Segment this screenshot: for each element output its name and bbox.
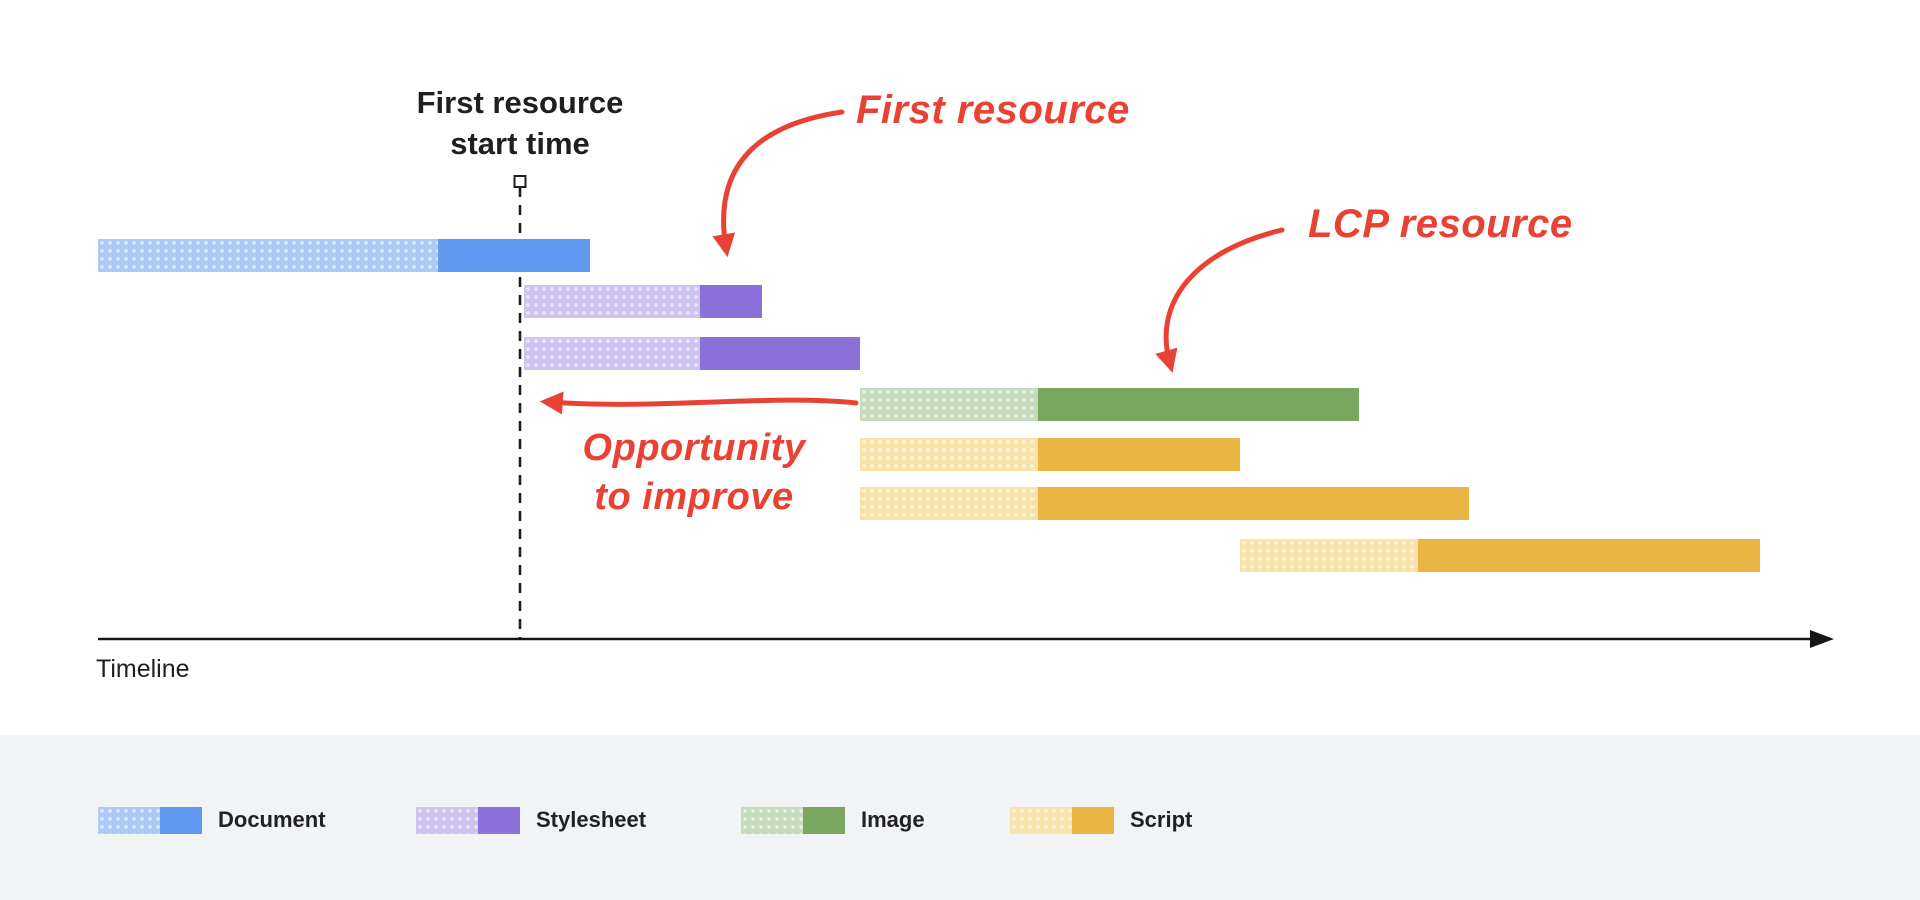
legend-swatch-image — [741, 806, 845, 834]
bar-segment-light — [524, 337, 700, 370]
annotation-first-resource: First resource — [856, 88, 1130, 132]
bar-segment-dark — [1038, 487, 1469, 520]
bar-script-row6 — [860, 487, 1469, 520]
marker-title-line2: start time — [450, 126, 590, 161]
legend-item-script: Script — [1010, 806, 1192, 834]
legend-item-stylesheet: Stylesheet — [416, 806, 646, 834]
bar-segment-light — [524, 285, 700, 318]
legend-label-document: Document — [218, 807, 326, 832]
bar-image-row4 — [860, 388, 1359, 421]
annotation-opportunity: Opportunity to improve — [538, 424, 850, 522]
legend-label-script: Script — [1130, 807, 1193, 832]
legend-swatch-script — [1010, 806, 1114, 834]
bar-segment-light — [860, 388, 1038, 421]
bar-segment-dark — [438, 239, 590, 272]
bar-segment-dark — [1418, 539, 1760, 572]
bar-segment-dark — [700, 285, 762, 318]
bar-document-row1 — [98, 239, 590, 272]
bar-segment-dark — [1038, 388, 1359, 421]
legend-swatch-light — [98, 806, 160, 834]
marker-title-line1: First resource — [416, 85, 624, 120]
bar-segment-light — [860, 438, 1038, 471]
legend-label-image: Image — [861, 807, 925, 832]
legend-swatch-stylesheet — [416, 806, 520, 834]
legend-swatch-light — [416, 806, 478, 834]
legend-label-stylesheet: Stylesheet — [536, 807, 647, 832]
legend-swatch-dark — [803, 806, 845, 834]
bar-segment-dark — [700, 337, 860, 370]
legend-swatch-dark — [1072, 806, 1114, 834]
timeline-label: Timeline — [96, 655, 190, 683]
legend-swatch-light — [741, 806, 803, 834]
bar-segment-light — [98, 239, 438, 272]
legend-swatch-dark — [160, 806, 202, 834]
legend: Document Stylesheet Image Script — [0, 735, 1920, 900]
bar-segment-light — [1240, 539, 1418, 572]
legend-swatch-dark — [478, 806, 520, 834]
legend-swatch-document — [98, 806, 202, 834]
marker-title: First resource start time — [330, 82, 710, 164]
bar-segment-dark — [1038, 438, 1240, 471]
legend-swatch-light — [1010, 806, 1072, 834]
bar-stylesheet-row2 — [524, 285, 762, 318]
bar-script-row7 — [1240, 539, 1760, 572]
annotation-opportunity-line2: to improve — [594, 476, 794, 518]
bar-script-row5 — [860, 438, 1240, 471]
legend-item-document: Document — [98, 806, 326, 834]
bar-stylesheet-row3 — [524, 337, 860, 370]
annotation-lcp-resource: LCP resource — [1308, 202, 1573, 246]
legend-item-image: Image — [741, 806, 925, 834]
bar-segment-light — [860, 487, 1038, 520]
annotation-opportunity-line1: Opportunity — [582, 427, 806, 469]
